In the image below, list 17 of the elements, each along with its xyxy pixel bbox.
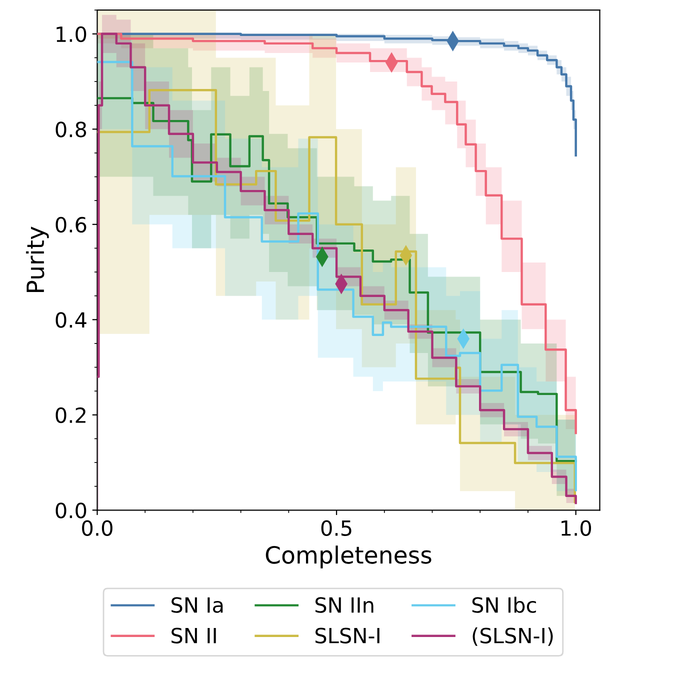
y-tick-label: 0.0: [56, 502, 86, 518]
legend-label: SN IIn: [315, 597, 374, 613]
x-tick-label: 0.5: [321, 520, 352, 536]
y-tick-label: 0.2: [56, 407, 86, 424]
x-tick-label: 1.0: [562, 520, 592, 536]
legend-label: SN II: [172, 628, 216, 644]
legend-label: SN Ibc: [472, 596, 536, 613]
y-tick-label: 0.6: [56, 216, 86, 233]
legend-label: (SLSN-I): [472, 627, 553, 646]
y-tick-label: 1.0: [56, 26, 86, 42]
x-axis-title: Completeness: [266, 546, 432, 568]
y-tick-label: 0.8: [56, 122, 86, 138]
legend-label: SN Ia: [172, 597, 223, 613]
y-tick-label: 0.4: [56, 312, 86, 328]
x-tick-label: 0.0: [82, 520, 112, 536]
y-axis-title: Purity: [26, 226, 49, 292]
legend-label: SLSN-I: [315, 628, 380, 644]
